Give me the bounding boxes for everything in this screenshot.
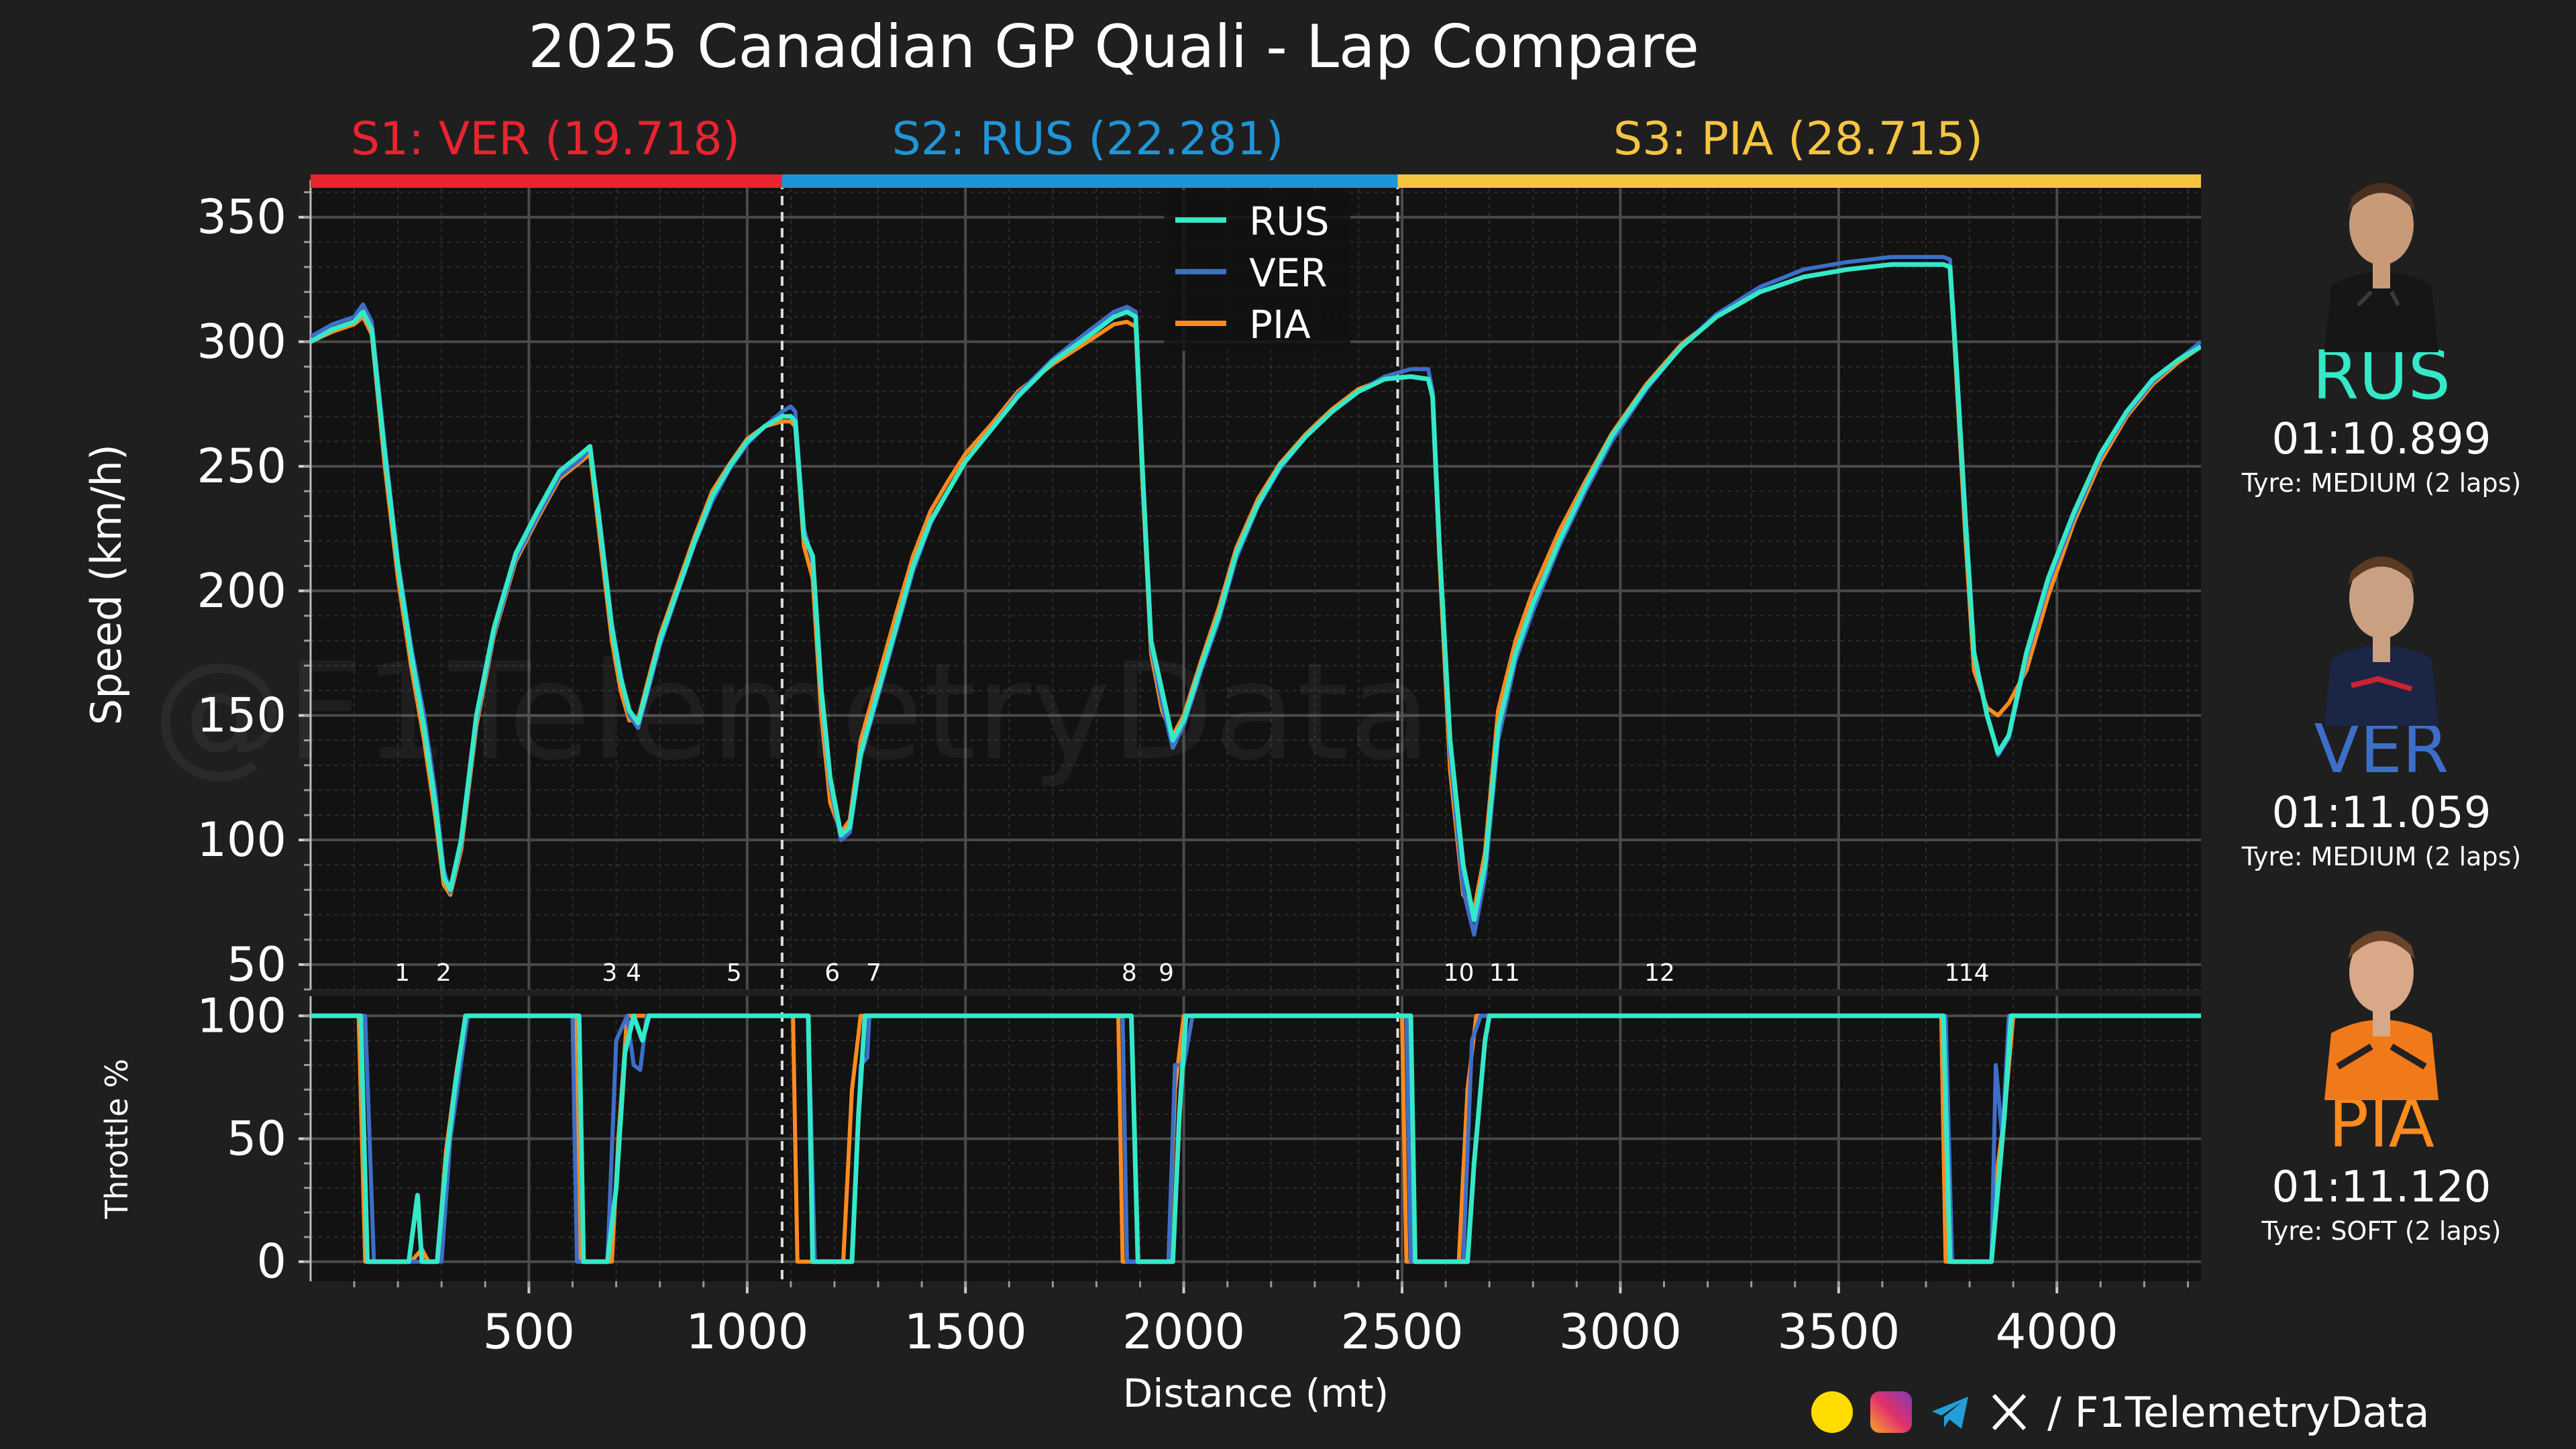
series-group — [311, 255, 2201, 937]
corner-label: 1 — [394, 959, 410, 987]
driver-photo-rus-icon — [2311, 171, 2452, 352]
social-handle: / F1TelemetryData — [2047, 1387, 2430, 1437]
x-tick-label: 4000 — [1996, 1303, 2118, 1360]
legend-label-pia: PIA — [1249, 302, 1311, 347]
corner-label: 4 — [626, 959, 641, 987]
legend-label-rus: RUS — [1249, 199, 1330, 244]
corner-label: 3 — [602, 959, 617, 987]
x-tick-label: 1500 — [904, 1303, 1027, 1360]
y-tick-label: 100 — [197, 812, 286, 867]
y-tick-label: 100 — [197, 988, 286, 1043]
driver-photo-ver-icon — [2311, 545, 2452, 726]
legend-label-ver: VER — [1249, 250, 1328, 296]
driver-tyre-pia: Tyre: SOFT (2 laps) — [2261, 1216, 2502, 1246]
corner-label: 11 — [1489, 959, 1520, 987]
corner-label: 8 — [1122, 959, 1137, 987]
x-tick-label: 2000 — [1122, 1303, 1245, 1360]
driver-tyre-rus: Tyre: MEDIUM (2 laps) — [2241, 468, 2522, 498]
y-tick-label: 300 — [197, 314, 286, 369]
series-line-rus — [311, 1013, 2201, 1265]
x-tick-label: 1000 — [686, 1303, 808, 1360]
sector-label-s3: S3: PIA (28.715) — [1613, 113, 1984, 166]
corner-label: 12 — [1644, 959, 1675, 987]
throttle-panel: 0 50 100 Throttle % 500 1000 1500 2000 2500 3000 3… — [99, 988, 2201, 1416]
corner-label: 5 — [727, 959, 742, 987]
corner-label: 7 — [866, 959, 881, 987]
chart-title: 2025 Canadian GP Quali - Lap Compare — [528, 12, 1699, 81]
corner-label: 14 — [1959, 959, 1990, 987]
y-axis-label: Throttle % — [99, 1059, 135, 1220]
corner-label: 2 — [436, 959, 451, 987]
driver-laptime-rus: 01:10.899 — [2271, 415, 2491, 464]
x-icon[interactable] — [1988, 1391, 2030, 1433]
x-tick-label: 2500 — [1340, 1303, 1463, 1360]
y-tick-label: 350 — [197, 190, 286, 245]
y-tick-label: 200 — [197, 564, 286, 619]
corner-label: 1 — [1945, 959, 1960, 987]
driver-card-rus: RUS 01:10.899 Tyre: MEDIUM (2 laps) — [2214, 171, 2549, 500]
legend: RUS VER PIA — [1164, 190, 1350, 351]
sector-label-s1: S1: VER (19.718) — [350, 113, 741, 166]
x-axis-label: Distance (mt) — [1123, 1371, 1389, 1416]
corner-label: 10 — [1444, 959, 1474, 987]
sector-bar-s3 — [1397, 174, 2201, 188]
y-tick-label: 50 — [227, 937, 286, 992]
x-tick-label: 3000 — [1559, 1303, 1682, 1360]
x-tick-label: 3500 — [1777, 1303, 1900, 1360]
driver-tyre-ver: Tyre: MEDIUM (2 laps) — [2241, 842, 2522, 871]
corner-label: 6 — [824, 959, 840, 987]
x-tick-label: 500 — [483, 1303, 575, 1360]
telegram-icon[interactable] — [1929, 1391, 1971, 1433]
legend-box — [1164, 190, 1350, 351]
driver-laptime-pia: 01:11.120 — [2271, 1163, 2491, 1212]
y-axis-label: Speed (km/h) — [82, 444, 131, 725]
y-tick-label: 150 — [197, 688, 286, 743]
driver-laptime-ver: 01:11.059 — [2271, 788, 2491, 838]
sector-label-s2: S2: RUS (22.281) — [892, 113, 1284, 166]
sector-bar-s1 — [311, 174, 782, 188]
series-line-ver — [311, 255, 2201, 937]
buymeacoffee-icon[interactable] — [1811, 1391, 1853, 1433]
driver-card-pia: PIA 01:11.120 Tyre: SOFT (2 laps) — [2214, 919, 2549, 1248]
y-tick-label: 250 — [197, 439, 286, 494]
social-footer: / F1TelemetryData — [1811, 1382, 2430, 1442]
sector-bar-s2 — [782, 174, 1398, 188]
series-line-rus — [311, 262, 2201, 922]
y-tick-label: 0 — [256, 1234, 286, 1289]
watermark: @F1TelemetryData — [152, 634, 1432, 790]
driver-card-ver: VER 01:11.059 Tyre: MEDIUM (2 laps) — [2214, 545, 2549, 873]
driver-photo-pia-icon — [2311, 919, 2452, 1100]
series-group — [311, 1013, 2201, 1265]
corner-label: 9 — [1159, 959, 1174, 987]
instagram-icon[interactable] — [1870, 1391, 1912, 1433]
y-tick-label: 50 — [227, 1112, 286, 1167]
